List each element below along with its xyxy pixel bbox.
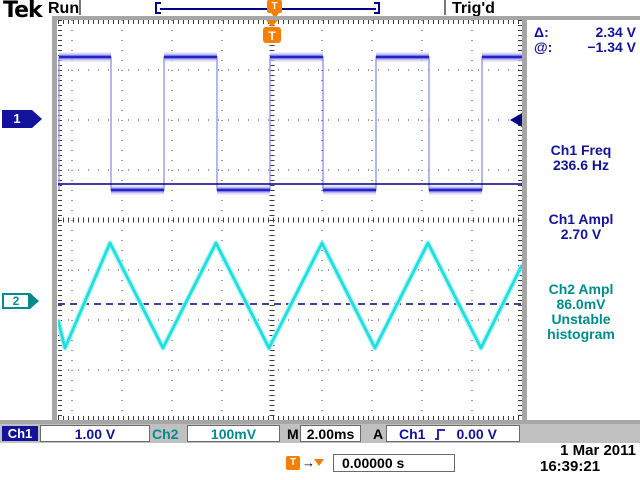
ch2-ampl-note: Unstable [551,311,611,327]
ch1-ampl-readout: Ch1 Ampl 2.70 V [522,212,640,242]
arrow-right-icon: → [302,455,315,470]
header-divider [444,0,446,15]
ch2-ground-marker: 2 [2,293,30,309]
display-frame [0,420,640,424]
time: 16:39:21 [540,458,601,475]
trigger-position-badge-label: T [268,29,276,43]
cursor-at-label: @: [534,39,553,55]
trigger-level: 0.00 V [456,425,497,442]
ch1-volts-per-div: 1.00 V [40,425,150,442]
date: 1 Mar 2011 [560,442,636,459]
ch2-volts-per-div: 100mV [187,425,280,442]
cursor-delta-readout: Δ: 2.34 V [534,24,636,40]
trigger-position-readout: 0.00000 s [333,454,455,472]
trigger-position-arrow-icon [271,13,279,18]
ch2-trace [58,241,522,350]
trigger-marker-arrow-icon [314,459,324,466]
cursor-at-value: −1.34 V [587,39,636,55]
cursor-at-readout: @: −1.34 V [534,39,636,55]
acq-window-bracket-right [374,2,380,14]
acq-window-bracket-left [155,2,161,14]
ch2-ampl-label: Ch2 Ampl [548,281,614,297]
header-divider [79,0,81,15]
trigger-position-arrow-icon [266,20,278,27]
trigger-source: Ch1 [399,425,426,442]
ch1-freq-readout: Ch1 Freq 236.6 Hz [522,143,640,173]
ch2-channel-label: Ch2 [152,426,179,442]
ch2-ampl-note: histogram [547,326,615,342]
rising-edge-icon [435,428,446,440]
trigger-level-arrow-icon [510,113,522,127]
ch2-ampl-value: 86.0mV [556,296,606,312]
ch1-ground-marker-arrow-icon [32,110,42,128]
ch2-ampl-readout: Ch2 Ampl 86.0mV Unstable histogram [522,282,640,342]
tek-logo: Tek [3,0,43,23]
cursor-delta-label: Δ: [534,24,549,40]
trigger-readout: Ch1 0.00 V [386,425,520,442]
ch1-ground-marker: 1 [2,110,32,128]
ch2-trace-halo [58,240,522,351]
display-frame [52,16,640,20]
trigger-icon: T [286,456,300,470]
ch1-ampl-value: 2.70 V [560,226,602,242]
ch1-trace [59,55,522,192]
cursor-delta-value: 2.34 V [595,24,636,40]
trigger-group-label: A [373,426,384,442]
acquisition-state: Run [48,0,80,17]
trigger-position-icon: T [267,0,282,13]
ch2-ground-marker-arrow-icon [30,293,39,309]
trigger-status: Trig'd [452,0,495,17]
waveform-display: T [58,20,522,420]
display-frame [52,16,57,424]
ch1-ampl-label: Ch1 Ampl [548,211,614,227]
ch1-freq-value: 236.6 Hz [552,157,610,173]
display-frame [522,16,527,420]
main-timebase-label: M [287,426,299,442]
main-timebase-value: 2.00ms [300,425,361,442]
ch1-freq-label: Ch1 Freq [550,142,612,158]
trigger-position-badge [263,27,281,43]
ch1-channel-badge: Ch1 [2,426,38,441]
